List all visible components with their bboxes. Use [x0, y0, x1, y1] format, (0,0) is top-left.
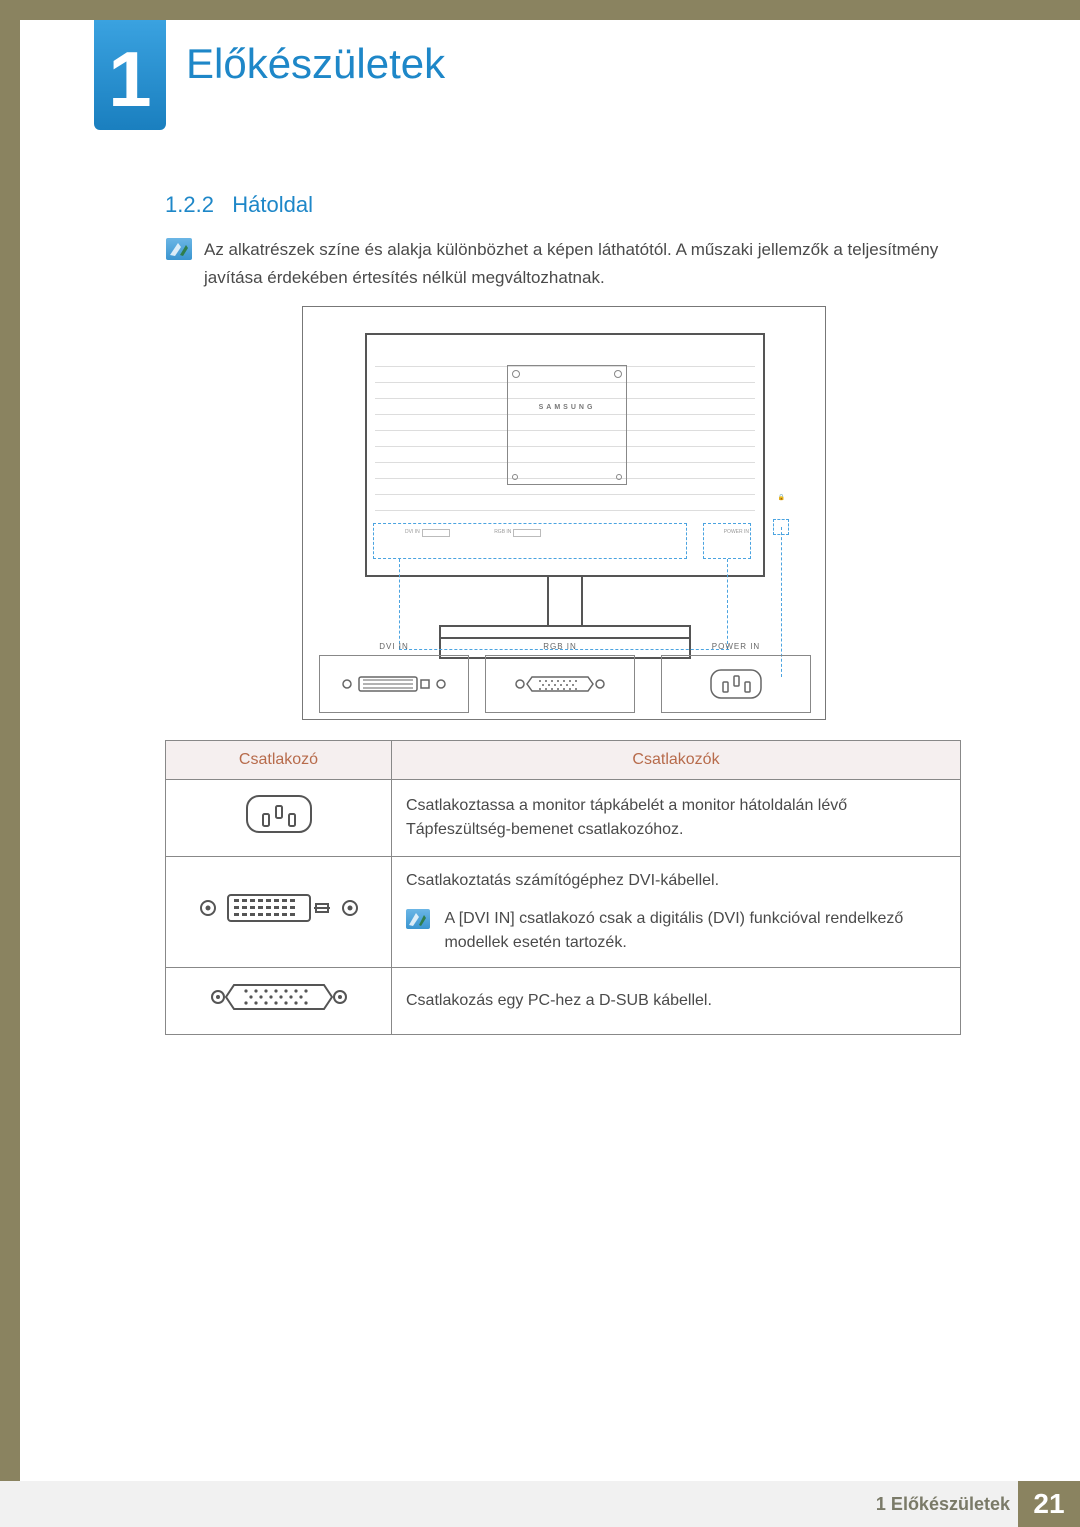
note-icon — [166, 238, 192, 260]
table-row: Csatlakoztassa a monitor tápkábelét a mo… — [166, 780, 961, 857]
connector-icon-vga — [166, 968, 392, 1035]
dashed-callout-power — [703, 523, 751, 559]
port-label-rgb: RGB IN — [486, 642, 634, 651]
port-label-dvi: DVI IN — [320, 642, 468, 651]
connector-table: Csatlakozó Csatlakozók Csatlakoztassa a … — [165, 740, 961, 1035]
table-header-col1: Csatlakozó — [166, 741, 392, 780]
section-number: 1.2.2 — [165, 192, 214, 217]
dashed-line — [399, 559, 400, 649]
port-detail-power: POWER IN — [661, 655, 811, 713]
connector-desc: Csatlakoztassa a monitor tápkábelét a mo… — [392, 780, 961, 857]
footer-label: 1 Előkészületek — [876, 1481, 1010, 1527]
connector-desc: Csatlakoztatás számítógéphez DVI-kábelle… — [392, 857, 961, 968]
page-root: 1 Előkészületek 1.2.2 Hátoldal Az alkatr… — [0, 0, 1080, 1527]
brand-label: SAMSUNG — [539, 404, 596, 411]
section-heading: 1.2.2 Hátoldal — [165, 192, 313, 218]
port-detail-rgb: RGB IN — [485, 655, 635, 713]
dashed-line — [727, 559, 728, 649]
connector-desc-text: Csatlakoztatás számítógéphez DVI-kábelle… — [406, 869, 946, 893]
port-detail-dvi: DVI IN — [319, 655, 469, 713]
dashed-callout-lock — [773, 519, 789, 535]
note-icon — [406, 909, 430, 929]
table-header-col2: Csatlakozók — [392, 741, 961, 780]
connector-icon-power — [166, 780, 392, 857]
chapter-number: 1 — [108, 35, 151, 123]
rear-view-diagram: SAMSUNG DVI IN RGB IN POWER IN 🔒 DVI IN — [302, 306, 826, 720]
top-accent-bar — [0, 0, 1080, 20]
footer-page-number: 21 — [1018, 1481, 1080, 1527]
chapter-number-tab: 1 — [94, 20, 166, 130]
vesa-mount-plate: SAMSUNG — [507, 365, 627, 485]
port-label-power: POWER IN — [662, 642, 810, 651]
stand-column — [547, 577, 583, 627]
chapter-title: Előkészületek — [186, 40, 445, 88]
connector-desc: Csatlakozás egy PC-hez a D-SUB kábellel. — [392, 968, 961, 1035]
dashed-callout-ports — [373, 523, 687, 559]
note-text: Az alkatrészek színe és alakja különbözh… — [204, 236, 964, 292]
side-accent-bar — [0, 0, 20, 1527]
table-row: Csatlakoztatás számítógéphez DVI-kábelle… — [166, 857, 961, 968]
table-row: Csatlakozás egy PC-hez a D-SUB kábellel. — [166, 968, 961, 1035]
section-title: Hátoldal — [232, 192, 313, 217]
connector-icon-dvi — [166, 857, 392, 968]
connector-note-text: A [DVI IN] csatlakozó csak a digitális (… — [444, 907, 940, 955]
kensington-lock-label: 🔒 — [778, 494, 785, 501]
